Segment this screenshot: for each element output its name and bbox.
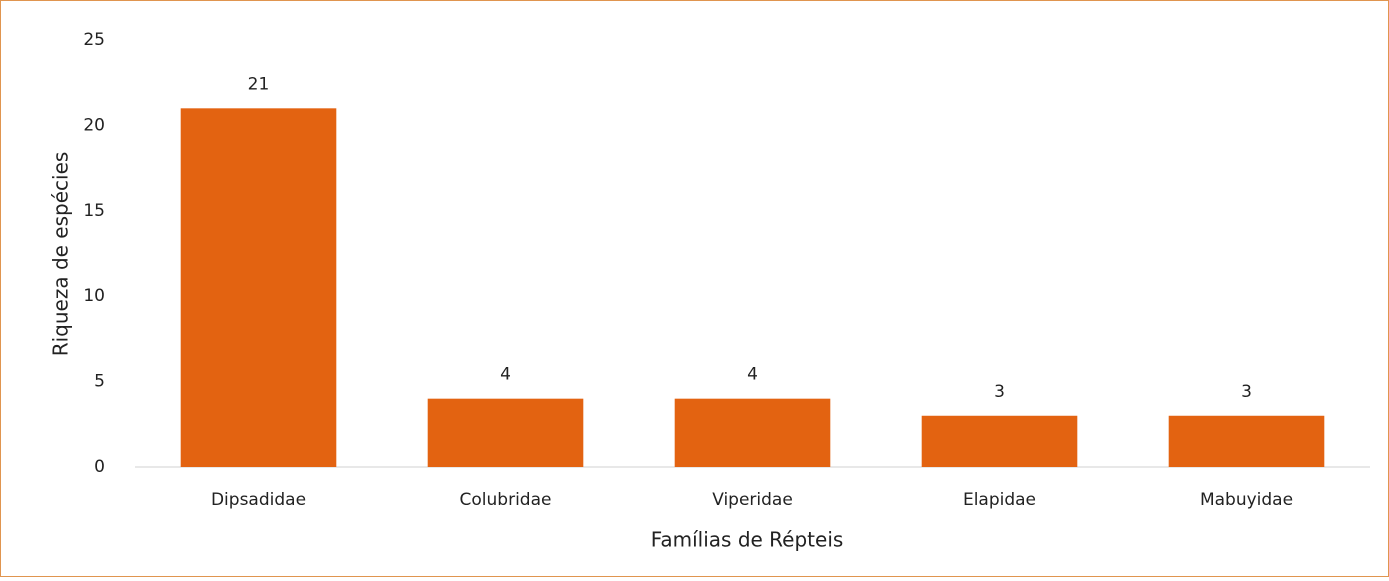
- y-tick-label: 20: [83, 115, 105, 135]
- y-tick-label: 0: [94, 457, 105, 477]
- bar: [180, 108, 337, 467]
- x-tick-label: Colubridae: [460, 490, 552, 510]
- x-tick-label: Mabuyidae: [1200, 490, 1293, 510]
- bar: [674, 398, 831, 467]
- y-tick-label: 10: [83, 286, 105, 306]
- x-tick-label: Elapidae: [963, 490, 1036, 510]
- y-axis-label: Riqueza de espécies: [49, 152, 73, 357]
- x-tick-label: Viperidae: [712, 490, 793, 510]
- y-tick-label: 25: [83, 30, 105, 50]
- bar: [921, 415, 1078, 467]
- data-label: 3: [994, 382, 1005, 402]
- x-tick-label: Dipsadidae: [211, 490, 306, 510]
- bar: [1168, 415, 1325, 467]
- data-label: 4: [747, 365, 758, 385]
- data-label: 3: [1241, 382, 1252, 402]
- data-label: 21: [248, 74, 270, 94]
- bar: [427, 398, 584, 467]
- y-tick-label: 5: [94, 372, 105, 392]
- data-label: 4: [500, 365, 511, 385]
- y-tick-label: 15: [83, 201, 105, 221]
- x-axis-label: Famílias de Répteis: [651, 528, 844, 552]
